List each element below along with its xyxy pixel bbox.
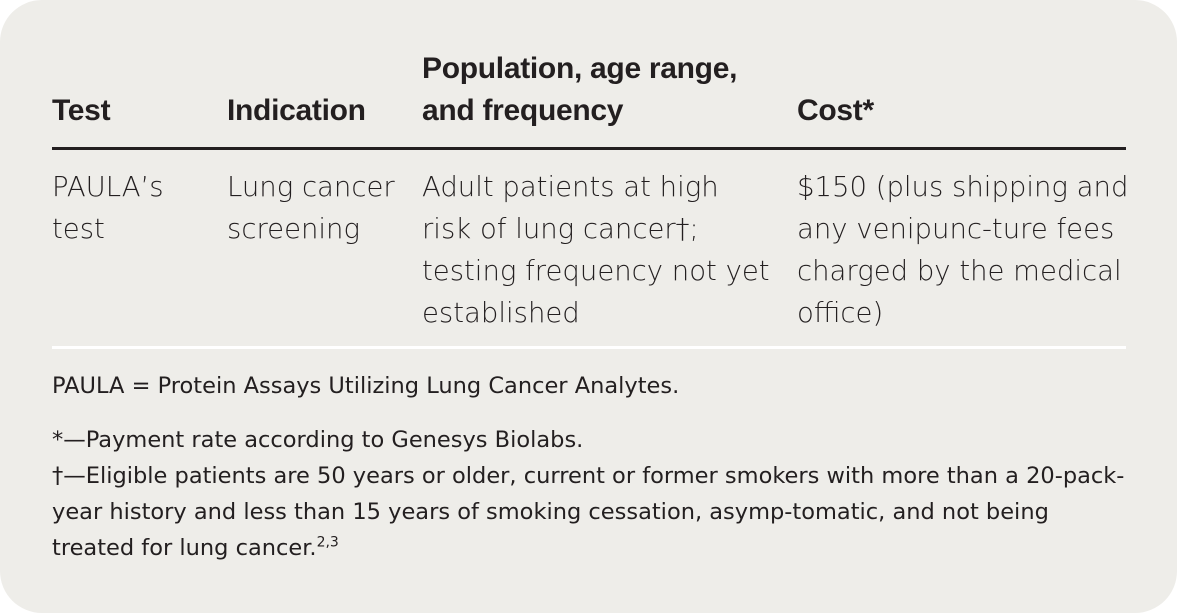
header-indication: Indication	[227, 94, 366, 127]
cell-test: PAULA’s test	[52, 171, 164, 245]
footer-rule	[52, 346, 1126, 349]
header-test: Test	[52, 94, 111, 127]
header-rule	[52, 147, 1126, 150]
header-population: Population, age range, and frequency	[422, 52, 738, 127]
footnote-dagger: †—Eligible patients are 50 years or olde…	[52, 458, 1132, 566]
footnote-star: *—Payment rate according to Genesys Biol…	[52, 427, 584, 453]
footnote-abbreviation: PAULA = Protein Assays Utilizing Lung Ca…	[52, 373, 680, 399]
header-cost: Cost*	[797, 94, 874, 127]
footnote-dagger-text: †—Eligible patients are 50 years or olde…	[52, 463, 1125, 561]
footnote-dagger-refs: 2,3	[316, 534, 339, 551]
cell-cost: $150 (plus shipping and any venipunc-tur…	[797, 171, 1129, 329]
cell-indication: Lung cancer screening	[227, 171, 395, 245]
cell-population: Adult patients at high risk of lung canc…	[422, 171, 770, 329]
